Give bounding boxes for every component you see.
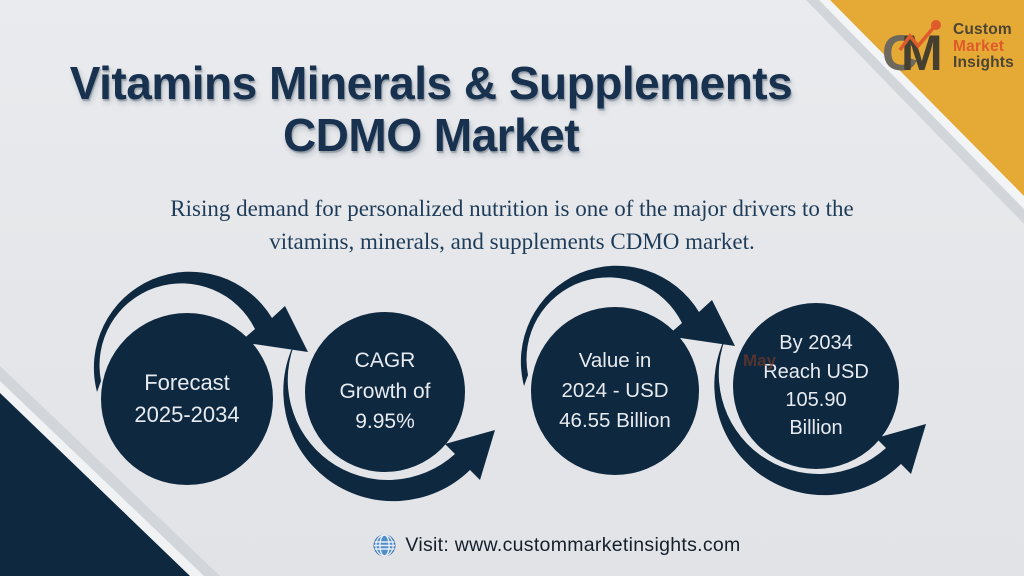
step-text-line: CAGR	[354, 349, 416, 373]
step-text-line: 2024 - USD	[561, 379, 669, 403]
step-circle-value-2034: By 2034 Reach USD 105.90 Billion	[733, 303, 899, 469]
brand-name: Custom Market Insights	[952, 21, 1014, 72]
growth-line-dot	[930, 20, 941, 30]
cycle-arrow-3	[520, 265, 735, 386]
globe-icon	[373, 534, 396, 557]
cycle-arrows	[93, 265, 926, 502]
subtitle-line-1: Rising demand for personalized nutrition…	[170, 196, 854, 221]
corner-navy	[0, 393, 190, 576]
step-text-line: 2025-2034	[134, 402, 240, 427]
monogram-letter-c: C	[882, 25, 918, 76]
footer-visit-text: Visit: www.custommarketinsights.com	[405, 534, 741, 556]
step-text-line: 9.95%	[355, 410, 415, 434]
title-line-1: Vitamins Minerals & Supplements	[69, 56, 793, 109]
monogram-letter-m: M	[901, 25, 943, 76]
page-title: Vitamins Minerals & Supplements CDMO Mar…	[0, 57, 862, 162]
corner-yellow	[830, 0, 1024, 196]
watermark-text: May	[743, 351, 777, 370]
step-circle-value-2024: Value in 2024 - USD 46.55 Billion	[531, 307, 699, 475]
brand-name-line-3: Insights	[952, 54, 1014, 72]
top-right-accent-triangle	[806, 0, 1024, 224]
brand-name-line-2: Market	[952, 37, 1005, 55]
footer: Visit: www.custommarketinsights.com	[90, 534, 1024, 557]
title-line-2: CDMO Market	[282, 109, 580, 162]
subtitle: Rising demand for personalized nutrition…	[0, 192, 1024, 259]
growth-line-icon	[898, 25, 936, 52]
bottom-left-accent-triangle	[0, 366, 220, 576]
step-text-line: Billion	[789, 417, 843, 440]
step-circle-forecast-period: Forecast 2025-2034	[101, 313, 273, 485]
step-text-line: Value in	[578, 349, 652, 373]
cmi-monogram-icon: C M	[882, 20, 943, 76]
step-text-line: 105.90	[785, 389, 847, 411]
step-text-line: Forecast	[144, 370, 230, 396]
brand-logo: C M Custom Market Insights	[882, 18, 1014, 76]
step-text-line: By 2034	[779, 332, 853, 355]
cycle-arrow-1	[93, 271, 308, 392]
subtitle-line-2: vitamins, minerals, and supplements CDMO…	[269, 229, 755, 255]
step-text-line: Reach USD	[763, 360, 869, 383]
step-circle-cagr-growth: CAGR Growth of 9.95%	[305, 312, 465, 472]
step-text-line: Growth of	[339, 379, 431, 403]
step-text-line: 46.55 Billion	[559, 408, 671, 432]
brand-name-line-1: Custom	[952, 21, 1012, 39]
